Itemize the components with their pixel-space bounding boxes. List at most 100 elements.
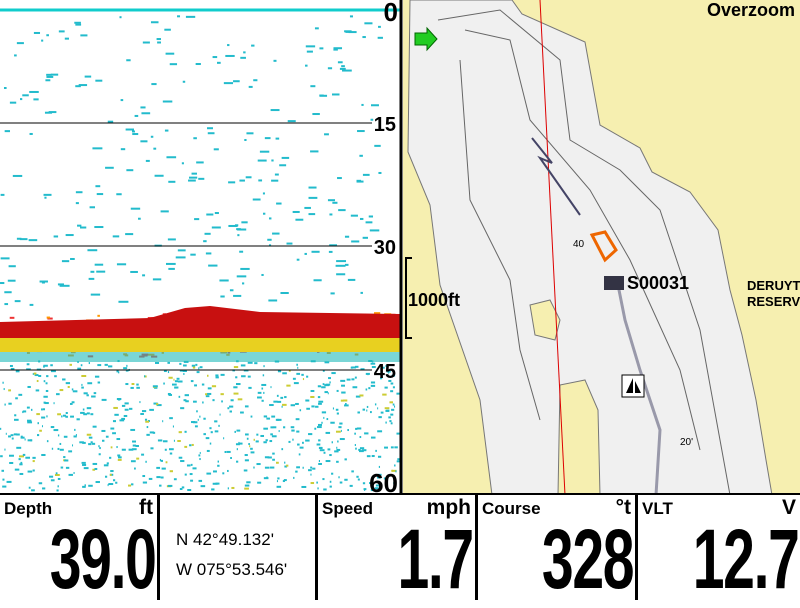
sonar-speck <box>4 130 11 133</box>
sonar-speck <box>117 456 122 459</box>
sonar-speck <box>162 100 173 103</box>
sonar-speck <box>27 439 33 442</box>
sonar-speck <box>28 486 31 489</box>
sonar-speck <box>174 386 177 389</box>
sonar-speck <box>299 446 304 449</box>
sonar-speck <box>377 36 383 39</box>
sonar-speck <box>280 396 284 399</box>
sonar-speck <box>317 423 323 426</box>
sonar-speck <box>386 370 391 373</box>
sonar-speck <box>57 477 61 480</box>
boat-glyph <box>626 378 641 393</box>
sonar-speck <box>53 429 59 432</box>
place-label: RESERV <box>747 294 800 309</box>
sonar-speck <box>117 454 121 457</box>
sonar-speck <box>83 413 88 416</box>
sonar-speck <box>90 413 94 416</box>
sonar-speck <box>33 98 39 101</box>
sonar-speck <box>301 373 304 376</box>
sonar-speck <box>53 235 59 238</box>
sonar-speck <box>153 402 158 405</box>
sonar-speck <box>63 435 68 438</box>
sonar-speck <box>142 274 146 277</box>
sonar-speck <box>128 484 132 487</box>
sonar-speck <box>81 383 83 386</box>
sonar-speck <box>380 366 385 369</box>
sonar-speck <box>199 366 203 369</box>
sonar-speck <box>98 453 101 456</box>
sonar-speck <box>14 468 20 471</box>
sonar-speck <box>35 389 40 392</box>
sonar-speck <box>193 137 197 140</box>
sonar-speck <box>136 383 139 386</box>
sonar-speck <box>156 38 162 41</box>
sonar-speck <box>25 456 31 459</box>
sonar-speck <box>199 458 201 461</box>
sonar-speck <box>323 416 325 419</box>
sonar-speck <box>139 401 141 404</box>
sonar-speck <box>323 451 326 454</box>
sonar-speck <box>183 373 185 376</box>
sonar-speck <box>350 214 358 217</box>
lake <box>407 0 773 495</box>
sonar-speck <box>287 120 296 123</box>
sonar-speck <box>206 213 214 216</box>
sonar-speck <box>196 161 204 164</box>
sonar-speck <box>310 389 315 392</box>
sonar-speck <box>362 173 370 176</box>
sonar-speck <box>116 263 127 266</box>
sonar-speck <box>16 433 20 436</box>
sonar-speck <box>76 418 80 421</box>
sonar-speck <box>282 403 287 406</box>
sonar-speck <box>153 147 157 150</box>
sonar-speck <box>392 469 397 472</box>
sonar-speck <box>33 372 37 375</box>
sonar-speck <box>16 42 24 45</box>
sonar-speck <box>202 401 204 404</box>
sonar-speck <box>391 374 396 377</box>
sonar-speck <box>344 235 350 238</box>
sonar-speck <box>376 476 382 479</box>
sonar-speck <box>92 425 97 428</box>
sonar-speck <box>324 391 328 394</box>
sonar-speck <box>149 408 154 411</box>
sonar-speck <box>325 431 331 434</box>
sonar-speck <box>50 479 55 482</box>
sonar-speck <box>162 420 164 423</box>
unit: ft <box>139 496 153 519</box>
arrow-icon <box>414 26 438 52</box>
sonar-speck <box>152 385 158 388</box>
sonar-speck <box>310 473 312 476</box>
depth-scale-label: 60 <box>369 468 398 495</box>
sonar-speck <box>366 409 368 412</box>
sonar-speck <box>136 457 140 460</box>
sonar-speck <box>18 458 21 461</box>
sonar-speck <box>182 80 186 83</box>
sonar-speck <box>68 450 73 453</box>
sonar-speck <box>190 380 194 383</box>
sonar-speck <box>110 470 114 473</box>
sonar-speck <box>296 258 300 261</box>
sonar-speck <box>163 382 165 385</box>
sonar-speck <box>257 481 262 484</box>
sonar-speck <box>50 73 59 76</box>
depth-readout: Depth ft 39.0 <box>0 495 160 606</box>
sonar-speck <box>231 486 235 489</box>
sonar-speck <box>356 427 362 430</box>
contour-label: 20' <box>680 437 693 448</box>
sonar-speck <box>16 446 22 449</box>
sonar-speck <box>349 15 354 18</box>
sonar-speck <box>180 460 185 463</box>
display: 0 15 30 45 60 1000ft Overzoom S00031 40 … <box>0 0 800 495</box>
sonar-speck <box>377 473 382 476</box>
sonar-speck <box>276 485 282 488</box>
sonar-speck <box>331 472 334 475</box>
sonar-speck <box>63 414 67 417</box>
value: 12.7 <box>692 512 799 606</box>
sonar-speck <box>370 411 372 414</box>
sonar-speck <box>240 56 246 59</box>
sonar-speck <box>124 408 129 411</box>
sonar-speck <box>184 445 188 448</box>
sonar-speck <box>361 103 364 106</box>
